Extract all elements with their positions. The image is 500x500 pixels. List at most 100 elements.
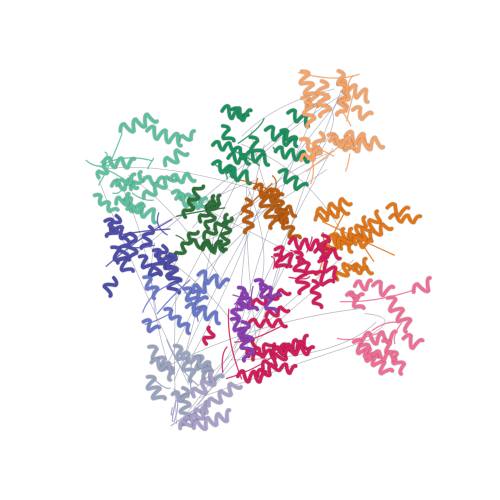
alpha-helix <box>138 254 163 278</box>
alpha-helix <box>145 375 167 401</box>
coil-loop <box>171 402 177 423</box>
alpha-helix <box>173 230 200 261</box>
coil-loop <box>339 289 415 303</box>
alpha-helix <box>226 152 251 166</box>
alpha-helix <box>371 349 398 362</box>
alpha-helix <box>115 172 137 187</box>
coil-loop <box>240 179 281 202</box>
coil-loop <box>270 255 276 270</box>
alpha-helix <box>273 245 294 268</box>
coil-loop <box>306 236 313 253</box>
subunit-purple <box>229 277 283 363</box>
alpha-helix <box>163 306 191 335</box>
alpha-helix <box>220 104 253 122</box>
alpha-helix <box>168 172 197 184</box>
coil-loop <box>156 212 168 236</box>
coil-loop <box>304 140 315 185</box>
coil-loop <box>271 174 277 196</box>
alpha-helix <box>328 134 356 150</box>
coil-loop <box>122 244 155 249</box>
alpha-helix <box>317 258 338 281</box>
coil-loop <box>104 157 154 164</box>
alpha-helix <box>411 276 432 294</box>
coil-loop <box>232 294 249 305</box>
alpha-helix <box>225 165 252 186</box>
alpha-helix <box>184 302 221 326</box>
alpha-helix <box>236 369 268 384</box>
subunit-magenta <box>270 232 343 310</box>
coil-loop <box>170 403 204 427</box>
alpha-helix <box>171 189 205 209</box>
coil-loop <box>234 150 261 167</box>
alpha-helix <box>273 145 310 164</box>
alpha-helix <box>271 345 315 357</box>
coil-loop <box>255 177 265 198</box>
coil-loop <box>336 331 383 341</box>
alpha-helix <box>114 192 131 207</box>
coil-loop <box>272 146 278 154</box>
coil-loop <box>339 108 352 127</box>
coil-loop <box>225 348 283 380</box>
coil-loop <box>213 163 228 180</box>
alpha-helix <box>191 289 209 303</box>
linker-loop <box>187 332 242 413</box>
alpha-helix <box>118 112 159 134</box>
alpha-helix <box>230 301 245 321</box>
alpha-helix <box>286 108 310 128</box>
coil-loop <box>249 285 254 307</box>
coil-loop <box>119 228 171 236</box>
coil-loop <box>141 282 176 313</box>
coil-loop <box>98 165 129 183</box>
alpha-helix <box>141 175 178 200</box>
coil-loop <box>233 302 239 314</box>
coil-loop <box>156 279 191 315</box>
coil-loop <box>345 86 357 122</box>
subunit-pink <box>336 275 433 377</box>
alpha-helix <box>102 276 119 298</box>
alpha-helix <box>279 362 298 375</box>
subunit-teal <box>85 151 147 215</box>
linker-loop <box>187 208 260 365</box>
alpha-helix <box>141 175 165 187</box>
coil-loop <box>215 221 228 247</box>
alpha-helix <box>145 124 183 148</box>
subunit-gray-purple <box>170 369 244 432</box>
alpha-helix <box>211 159 236 179</box>
linker-loop <box>197 251 292 406</box>
alpha-helix <box>247 317 288 329</box>
alpha-helix <box>278 333 309 352</box>
linker-loop <box>210 150 335 249</box>
coil-loop <box>239 182 273 216</box>
alpha-helix <box>180 351 214 373</box>
alpha-helix <box>300 95 320 111</box>
coil-loop <box>85 159 115 167</box>
alpha-helix <box>141 318 161 334</box>
alpha-helix <box>336 78 370 104</box>
subunit-dark-orange <box>239 174 303 240</box>
coil-loop <box>210 243 217 255</box>
coil-loop <box>105 218 173 268</box>
coil-loop <box>371 321 399 332</box>
alpha-helix <box>237 289 249 309</box>
alpha-helix <box>193 354 212 380</box>
coil-loop <box>393 322 403 345</box>
coil-loop <box>234 325 282 343</box>
coil-loop <box>144 312 172 326</box>
alpha-helix <box>149 357 175 375</box>
alpha-helix <box>336 227 355 249</box>
alpha-helix <box>237 320 256 363</box>
alpha-helix <box>178 405 206 430</box>
alpha-helix <box>218 216 234 254</box>
alpha-helix <box>253 278 283 299</box>
coil-loop <box>221 346 228 373</box>
alpha-helix <box>206 381 243 408</box>
alpha-helix <box>192 408 231 431</box>
alpha-helix <box>353 278 373 292</box>
alpha-helix <box>201 366 225 384</box>
coil-loop <box>288 275 311 280</box>
alpha-helix <box>93 192 120 214</box>
coil-loop <box>175 234 186 242</box>
alpha-helix <box>315 79 332 118</box>
alpha-helix <box>309 279 324 309</box>
